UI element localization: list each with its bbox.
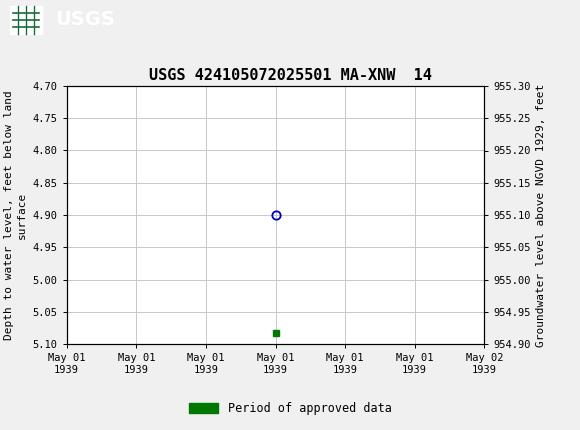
Bar: [10, 6, 42, 34]
Text: USGS 424105072025501 MA-XNW  14: USGS 424105072025501 MA-XNW 14: [148, 68, 432, 83]
Text: USGS: USGS: [55, 10, 115, 29]
Y-axis label: Groundwater level above NGVD 1929, feet: Groundwater level above NGVD 1929, feet: [536, 83, 546, 347]
Legend: Period of approved data: Period of approved data: [184, 397, 396, 420]
Y-axis label: Depth to water level, feet below land
surface: Depth to water level, feet below land su…: [4, 90, 27, 340]
